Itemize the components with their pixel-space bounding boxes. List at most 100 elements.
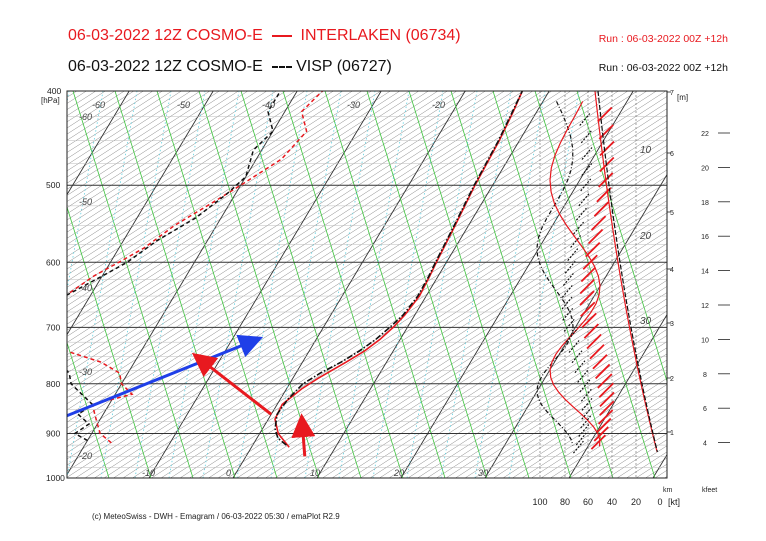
hatch-line: [189, 169, 667, 478]
hatch-line: [75, 96, 667, 478]
wind-barb-red: [586, 333, 602, 350]
wind-barb-black: [581, 147, 593, 160]
wind-barb-black: [575, 207, 587, 221]
hatch-line: [122, 126, 667, 478]
hatch-line: [67, 91, 628, 454]
wind-barb-black: [581, 163, 593, 176]
y-tick-700: 700: [46, 322, 60, 332]
green-line: [67, 476, 68, 478]
wind-barb-red: [590, 434, 607, 450]
green-line: [324, 91, 446, 478]
green-line: [0, 91, 25, 478]
hatch-line: [0, 91, 20, 478]
mixing-line: [67, 91, 104, 293]
x-tick--10: -10: [142, 468, 155, 478]
wind-barb-black: [562, 307, 574, 321]
hatch-line: [67, 91, 372, 288]
mixing-line: [67, 91, 138, 478]
hatch-line: [67, 91, 410, 313]
wind-tick-80: 80: [560, 497, 570, 507]
hatch-line: [67, 91, 125, 129]
hatch-line: [67, 91, 476, 356]
wind-barb-red: [597, 373, 613, 389]
left-label-1: -50: [79, 197, 92, 207]
wind-barb-red: [587, 228, 604, 245]
green-line: [576, 91, 667, 383]
kfeet-label-20: 20: [701, 165, 709, 172]
hatch-line: [417, 316, 667, 478]
hatch-line: [712, 91, 766, 478]
mixing-line: [474, 91, 546, 478]
hatch-line: [67, 91, 172, 159]
hatch-line: [103, 114, 667, 478]
kfeet-label-16: 16: [701, 234, 709, 241]
kfeet-label-18: 18: [701, 200, 709, 207]
km-label-7: 7: [670, 90, 674, 97]
hatch-line: [67, 91, 609, 441]
hatch-line: [67, 91, 258, 215]
hatch-line: [67, 91, 457, 343]
hatch-line: [67, 91, 296, 239]
hatch-line: [464, 347, 667, 478]
hatch-line: [0, 91, 39, 478]
isentrope-label-20: 20: [639, 231, 652, 242]
kfeet-label-8: 8: [703, 372, 707, 379]
kfeet-label-22: 22: [701, 131, 709, 138]
wind-barb-black: [580, 178, 592, 192]
hatch-line: [722, 91, 766, 478]
left-label-0: -60: [79, 112, 92, 122]
wind-tick-60: 60: [583, 497, 593, 507]
hatch-line: [67, 91, 552, 405]
isotherm-line: [67, 91, 214, 336]
green-line: [156, 91, 278, 478]
y-tick-600: 600: [46, 257, 60, 267]
hatch-line: [445, 335, 667, 478]
km-label-4: 4: [670, 267, 674, 274]
mixing-line: [338, 91, 410, 478]
green-line: [450, 91, 572, 478]
y-tick-400: 400: [47, 86, 61, 96]
wind-barb-red: [598, 124, 614, 140]
plot-area: [0, 91, 766, 478]
hatch-line: [531, 390, 667, 478]
green-line: [282, 91, 404, 478]
hatch-line: [67, 91, 505, 374]
hatch-line: [67, 91, 220, 190]
wind-barb-red: [583, 323, 599, 339]
hatch-line: [569, 414, 667, 478]
hatch-line: [312, 249, 667, 478]
hatch-line: [436, 328, 667, 478]
hatch-line: [67, 91, 239, 202]
hatch-line: [654, 469, 667, 478]
hatch-line: [331, 261, 667, 478]
wind-axis-label: [kt]: [668, 497, 680, 507]
green-line: [114, 91, 236, 478]
wind-barb-red: [593, 426, 609, 442]
mixing-line: [100, 91, 172, 478]
mixing-line: [270, 91, 342, 478]
dewpoint-line-1: [67, 91, 282, 442]
green-line: [240, 91, 362, 478]
wind-barb-red: [599, 391, 615, 408]
mixing-line: [304, 91, 376, 478]
kfeet-label-10: 10: [701, 337, 709, 344]
wind-barb-black: [571, 350, 583, 364]
hatch-line: [67, 91, 448, 337]
mixing-line: [236, 91, 308, 478]
hatch-line: [227, 194, 667, 478]
hatch-line: [67, 91, 286, 233]
hatch-line: [455, 341, 667, 478]
wind-barb-red: [597, 106, 613, 123]
hatch-line: [67, 91, 419, 319]
hatch-line: [588, 427, 667, 478]
hatch-line: [540, 396, 667, 478]
hatch-line: [67, 91, 87, 104]
hatch-line: [67, 91, 229, 196]
wind-barb-red: [580, 266, 597, 283]
hatch-line: [179, 163, 667, 478]
mixing-line: [440, 91, 512, 478]
hatch-line: [67, 91, 391, 300]
wind-barb-red: [596, 417, 612, 434]
wind-barb-red: [596, 187, 612, 203]
